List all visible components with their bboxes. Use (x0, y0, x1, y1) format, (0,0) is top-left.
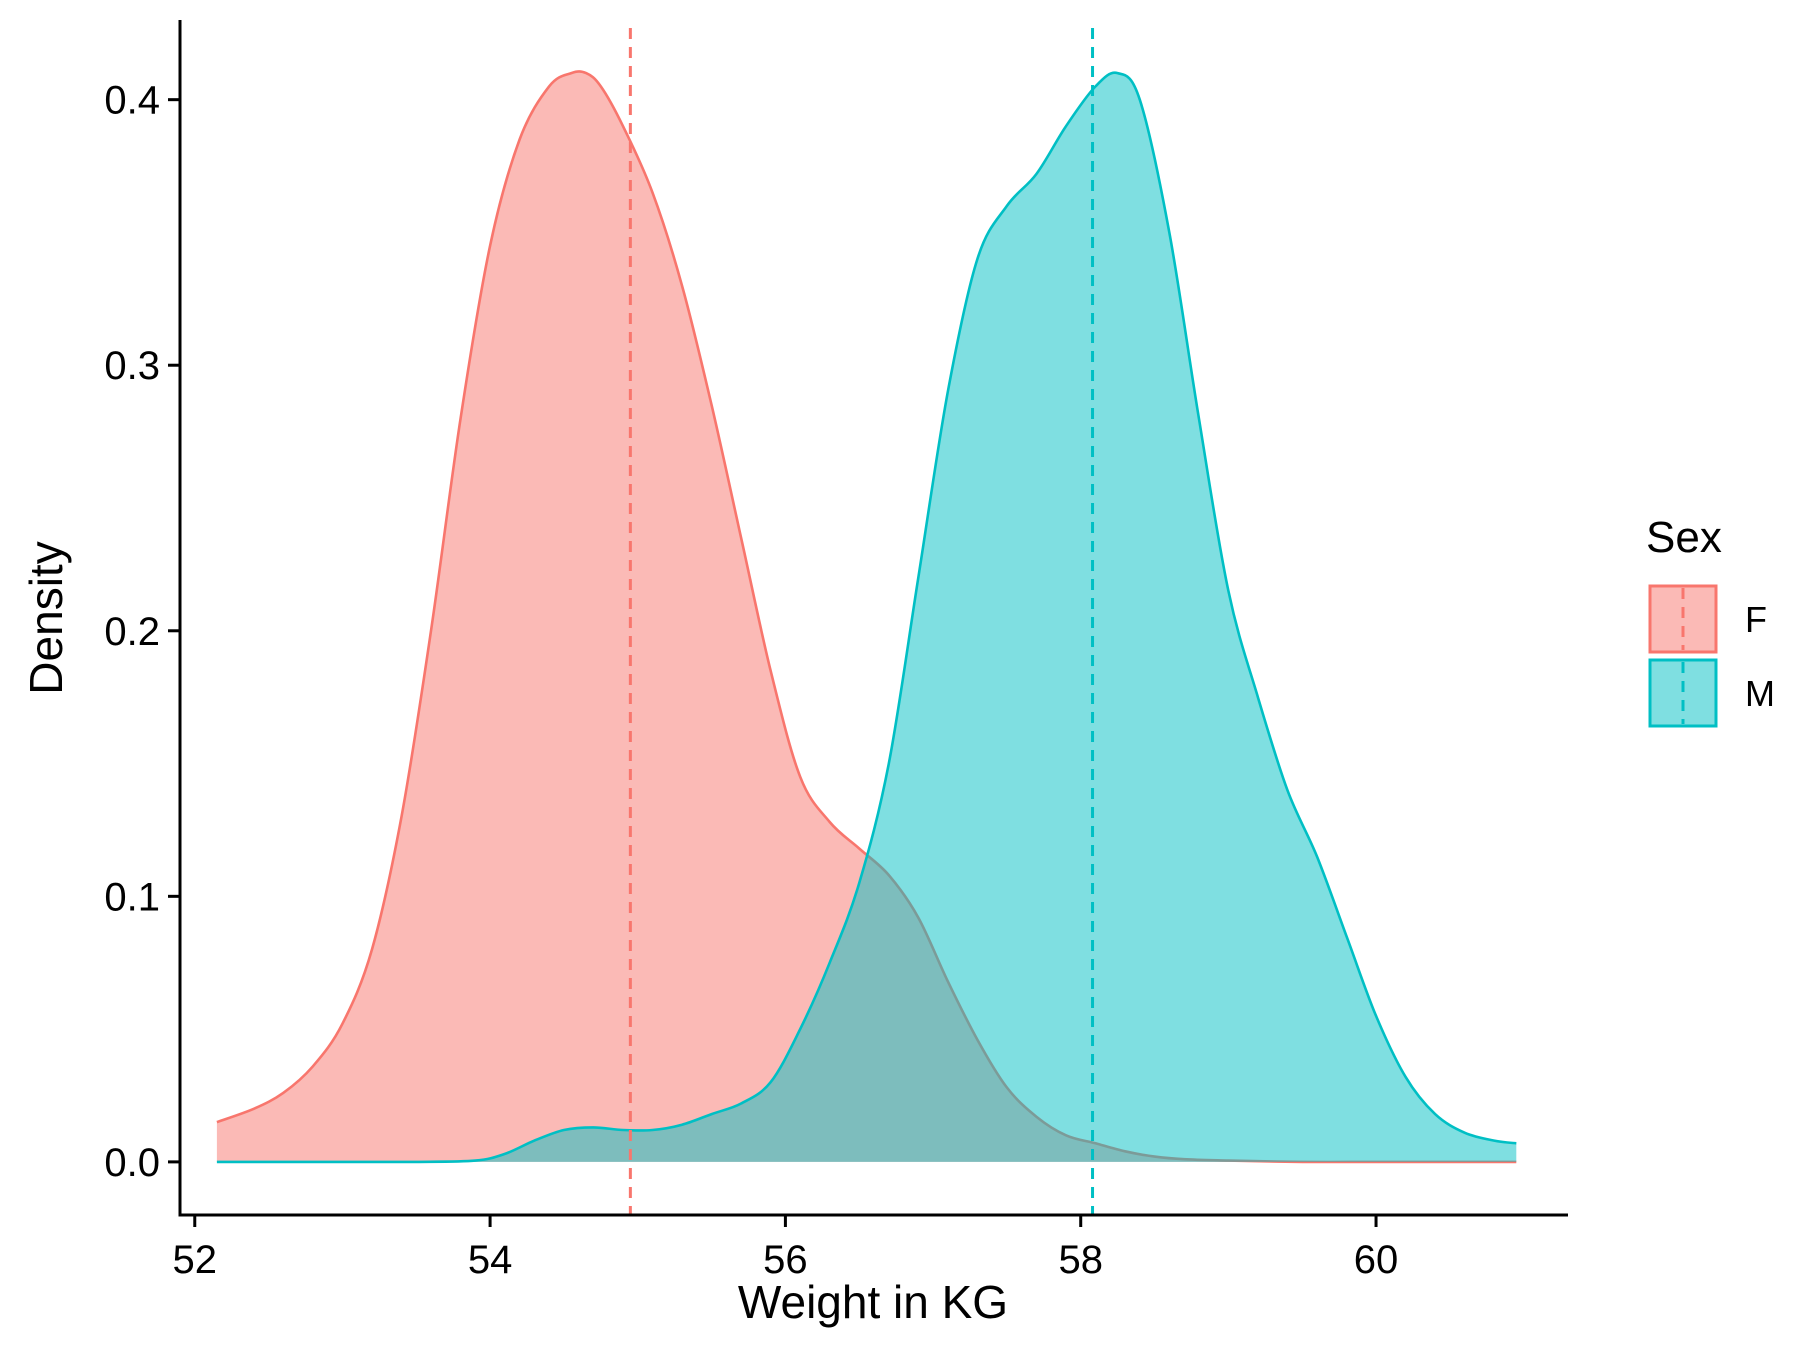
mean-lines (628, 28, 1095, 1215)
x-axis-title: Weight in KG (738, 1276, 1008, 1328)
x-tick-label: 60 (1354, 1238, 1399, 1282)
y-tick-label: 0.1 (104, 875, 160, 919)
y-axis-title: Density (20, 541, 72, 694)
legend-label-M: M (1745, 673, 1775, 714)
y-tick-label: 0.0 (104, 1141, 160, 1185)
density-line-M (216, 71, 1517, 1164)
x-tick-label: 56 (763, 1238, 808, 1282)
y-tick-label: 0.4 (104, 79, 160, 123)
x-tick-label: 54 (468, 1238, 513, 1282)
x-tick-label: 52 (173, 1238, 218, 1282)
legend-item-F: F (1648, 584, 1767, 654)
legend-title: Sex (1646, 513, 1722, 562)
x-tick-label: 58 (1058, 1238, 1103, 1282)
legend: Sex FM (1646, 513, 1775, 728)
density-area-F (216, 71, 1517, 1162)
density-area-M (216, 72, 1517, 1162)
y-tick-label: 0.2 (104, 610, 160, 654)
legend-item-M: M (1648, 658, 1775, 728)
y-tick-label: 0.3 (104, 344, 160, 388)
density-areas (216, 70, 1517, 1164)
axes (168, 20, 1568, 1227)
tick-labels: 52 54 56 58 60 0.0 0.1 0.2 0.3 0.4 (104, 79, 1398, 1282)
legend-label-F: F (1745, 599, 1767, 640)
